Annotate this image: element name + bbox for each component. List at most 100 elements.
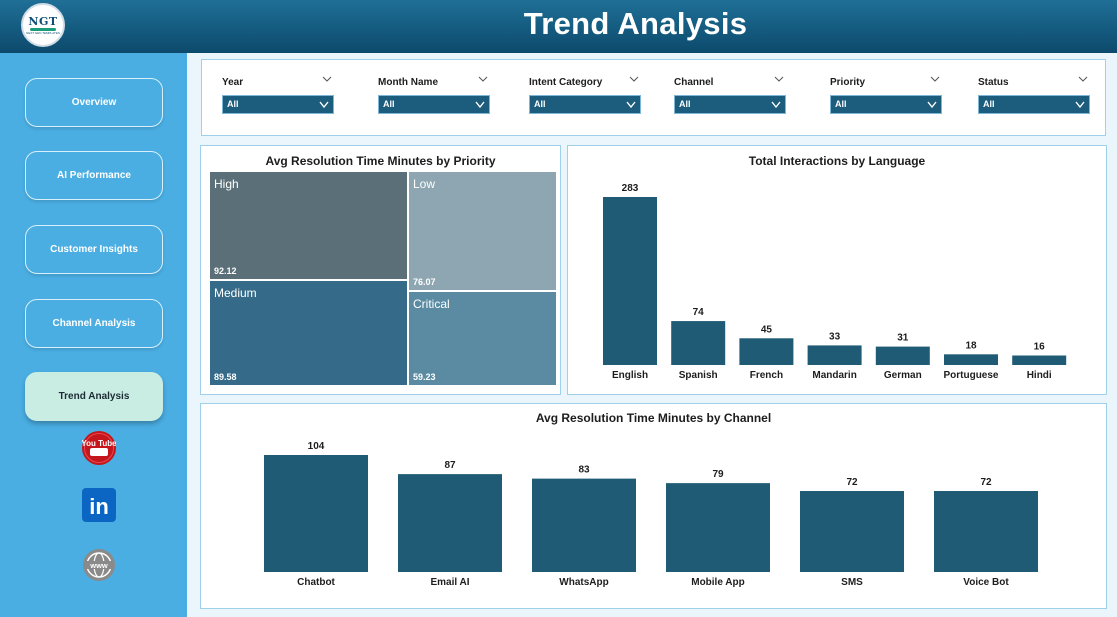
year-select-value: All <box>227 99 239 109</box>
www-icon-text: www <box>89 561 108 570</box>
nav-ai-performance-button[interactable]: AI Performance <box>25 151 163 200</box>
logo-text: NGT <box>28 14 58 28</box>
channel-select[interactable]: All <box>674 95 786 114</box>
www-globe-icon[interactable]: www <box>82 548 116 582</box>
chevron-down-icon[interactable] <box>478 74 488 84</box>
year-select[interactable]: All <box>222 95 334 114</box>
filter-status-label: Status <box>978 77 1009 88</box>
header-bar: NGT NEXT GEN TEMPLATES Trend Analysis <box>0 0 1117 53</box>
filter-year: Year All <box>222 60 334 137</box>
chevron-down-icon <box>319 101 329 109</box>
chevron-down-icon[interactable] <box>930 74 940 84</box>
channel-chart-title: Avg Resolution Time Minutes by Channel <box>535 411 772 425</box>
channel-category-label-chatbot: Chatbot <box>297 577 335 588</box>
channel-value-label-mobile-app: 79 <box>712 469 724 480</box>
chevron-down-icon[interactable] <box>1078 74 1088 84</box>
filter-priority: Priority All <box>830 60 942 137</box>
chevron-down-icon[interactable] <box>629 74 639 84</box>
treemap-tile-critical[interactable]: Critical 59.23 <box>408 291 557 386</box>
filter-priority-label: Priority <box>830 77 866 88</box>
channel-value-label-whatsapp: 83 <box>578 465 590 476</box>
treemap-tile-medium-label: Medium <box>214 286 257 300</box>
channel-bar-chatbot[interactable] <box>264 455 368 572</box>
ngt-logo[interactable]: NGT NEXT GEN TEMPLATES <box>21 3 65 47</box>
priority-select[interactable]: All <box>830 95 942 114</box>
channel-bar-whatsapp[interactable] <box>532 478 636 572</box>
treemap-tile-high-value: 92.12 <box>214 266 237 276</box>
intent-select-value: All <box>534 99 546 109</box>
linkedin-icon-text: in <box>89 494 109 519</box>
channel-bar-voice-bot[interactable] <box>934 491 1038 572</box>
logo-subtext: NEXT GEN TEMPLATES <box>26 30 60 35</box>
linkedin-icon[interactable]: in <box>82 488 116 522</box>
language-category-label-spanish: Spanish <box>679 370 718 381</box>
channel-category-label-voice-bot: Voice Bot <box>963 577 1009 588</box>
treemap-tile-medium-value: 89.58 <box>214 372 237 382</box>
treemap-tile-medium[interactable]: Medium 89.58 <box>209 280 408 386</box>
treemap-tile-low-value: 76.07 <box>413 277 436 287</box>
priority-select-value: All <box>835 99 847 109</box>
nav-overview-button[interactable]: Overview <box>25 78 163 127</box>
youtube-icon-you: You Tube <box>82 439 116 448</box>
filter-year-label: Year <box>222 77 244 88</box>
treemap-tile-critical-label: Critical <box>413 297 450 311</box>
channel-bar-chart: 104 Chatbot 87 Email AI 83 WhatsApp 79 Mobile A… <box>264 441 1038 588</box>
channel-select-value: All <box>679 99 691 109</box>
intent-category-select[interactable]: All <box>529 95 641 114</box>
language-value-label-german: 31 <box>897 333 909 344</box>
channel-category-label-sms: SMS <box>841 577 863 588</box>
language-bar-german[interactable] <box>875 346 930 365</box>
filter-channel: Channel All <box>674 60 786 137</box>
page-title: Trend Analysis <box>523 6 748 41</box>
treemap-tile-high[interactable]: High 92.12 <box>209 171 408 280</box>
month-select[interactable]: All <box>378 95 490 114</box>
filter-status: Status All <box>978 60 1090 137</box>
chevron-down-icon <box>626 101 636 109</box>
channel-category-label-whatsapp: WhatsApp <box>559 577 608 588</box>
language-bar-chart: 283 English 74 Spanish 45 French 33 Mandarin 31 G… <box>603 183 1067 381</box>
nav-customer-insights-button[interactable]: Customer Insights <box>25 225 163 274</box>
language-bar-mandarin[interactable] <box>807 345 862 365</box>
nav-trend-analysis-button[interactable]: Trend Analysis <box>25 372 163 421</box>
channel-category-label-mobile-app: Mobile App <box>691 577 745 588</box>
language-bar-hindi[interactable] <box>1012 355 1067 365</box>
language-bar-spanish[interactable] <box>671 321 726 365</box>
chevron-down-icon[interactable] <box>322 74 332 84</box>
language-chart-panel: Total Interactions by Language 283 Englis… <box>567 145 1107 395</box>
language-value-label-portuguese: 18 <box>965 340 977 351</box>
channel-chart-panel: Avg Resolution Time Minutes by Channel 1… <box>200 403 1107 609</box>
status-select[interactable]: All <box>978 95 1090 114</box>
filter-intent-label: Intent Category <box>529 77 603 88</box>
channel-value-label-chatbot: 104 <box>308 441 325 452</box>
channel-bar-sms[interactable] <box>800 491 904 572</box>
language-category-label-french: French <box>750 370 783 381</box>
language-value-label-spanish: 74 <box>693 307 705 318</box>
language-bar-english[interactable] <box>603 197 657 365</box>
treemap-title: Avg Resolution Time Minutes by Priority <box>265 154 496 168</box>
logo-swoosh <box>30 27 56 31</box>
language-category-label-mandarin: Mandarin <box>812 370 856 381</box>
nav-channel-analysis-button[interactable]: Channel Analysis <box>25 299 163 348</box>
filter-month: Month Name All <box>378 60 490 137</box>
treemap-tile-low[interactable]: Low 76.07 <box>408 171 557 291</box>
filter-intent-category: Intent Category All <box>529 60 641 137</box>
language-bar-portuguese[interactable] <box>944 354 998 365</box>
filter-panel: Year All Month Name All Intent Category … <box>201 59 1106 136</box>
chevron-down-icon[interactable] <box>774 74 784 84</box>
chevron-down-icon <box>1075 101 1085 109</box>
language-value-label-mandarin: 33 <box>829 331 841 342</box>
language-bar-french[interactable] <box>739 338 794 365</box>
treemap-panel: Avg Resolution Time Minutes by Priority … <box>200 145 561 395</box>
language-chart-title: Total Interactions by Language <box>748 154 926 168</box>
channel-bar-mobile-app[interactable] <box>666 483 770 572</box>
filter-month-label: Month Name <box>378 77 438 88</box>
chevron-down-icon <box>771 101 781 109</box>
treemap-tile-high-label: High <box>214 177 239 191</box>
language-value-label-french: 45 <box>761 324 773 335</box>
youtube-icon[interactable]: You Tube <box>82 431 116 465</box>
channel-value-label-sms: 72 <box>846 477 858 488</box>
channel-category-label-email-ai: Email AI <box>430 577 469 588</box>
channel-value-label-voice-bot: 72 <box>980 477 992 488</box>
channel-bar-email-ai[interactable] <box>398 474 502 572</box>
chevron-down-icon <box>927 101 937 109</box>
